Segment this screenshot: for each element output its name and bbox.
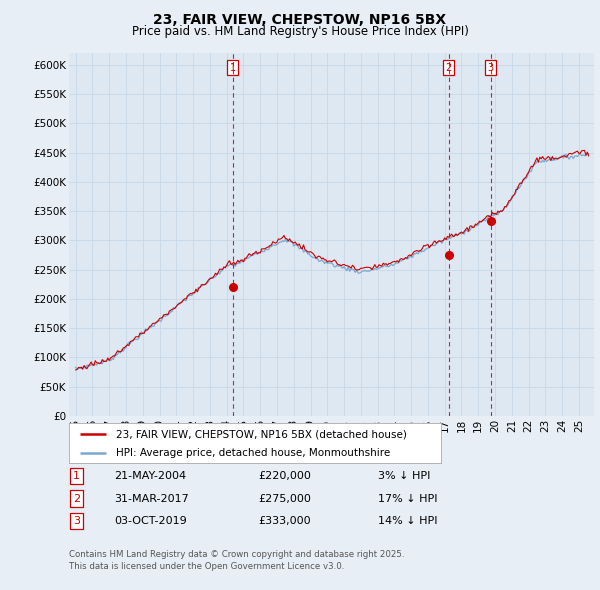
- Text: 1: 1: [230, 63, 236, 73]
- Text: 17% ↓ HPI: 17% ↓ HPI: [378, 494, 437, 503]
- Text: 1: 1: [73, 471, 80, 481]
- Text: 3: 3: [73, 516, 80, 526]
- Text: 3: 3: [488, 63, 494, 73]
- Text: 3% ↓ HPI: 3% ↓ HPI: [378, 471, 430, 481]
- Text: Price paid vs. HM Land Registry's House Price Index (HPI): Price paid vs. HM Land Registry's House …: [131, 25, 469, 38]
- Text: £275,000: £275,000: [258, 494, 311, 503]
- Text: This data is licensed under the Open Government Licence v3.0.: This data is licensed under the Open Gov…: [69, 562, 344, 571]
- Text: 23, FAIR VIEW, CHEPSTOW, NP16 5BX: 23, FAIR VIEW, CHEPSTOW, NP16 5BX: [154, 13, 446, 27]
- Text: 2: 2: [73, 494, 80, 503]
- Text: 2: 2: [446, 63, 452, 73]
- Text: £333,000: £333,000: [258, 516, 311, 526]
- Text: 21-MAY-2004: 21-MAY-2004: [114, 471, 186, 481]
- Text: 23, FAIR VIEW, CHEPSTOW, NP16 5BX (detached house): 23, FAIR VIEW, CHEPSTOW, NP16 5BX (detac…: [115, 430, 406, 440]
- Text: 14% ↓ HPI: 14% ↓ HPI: [378, 516, 437, 526]
- Text: HPI: Average price, detached house, Monmouthshire: HPI: Average price, detached house, Monm…: [115, 448, 390, 458]
- Text: £220,000: £220,000: [258, 471, 311, 481]
- Text: Contains HM Land Registry data © Crown copyright and database right 2025.: Contains HM Land Registry data © Crown c…: [69, 550, 404, 559]
- Text: 31-MAR-2017: 31-MAR-2017: [114, 494, 189, 503]
- Text: 03-OCT-2019: 03-OCT-2019: [114, 516, 187, 526]
